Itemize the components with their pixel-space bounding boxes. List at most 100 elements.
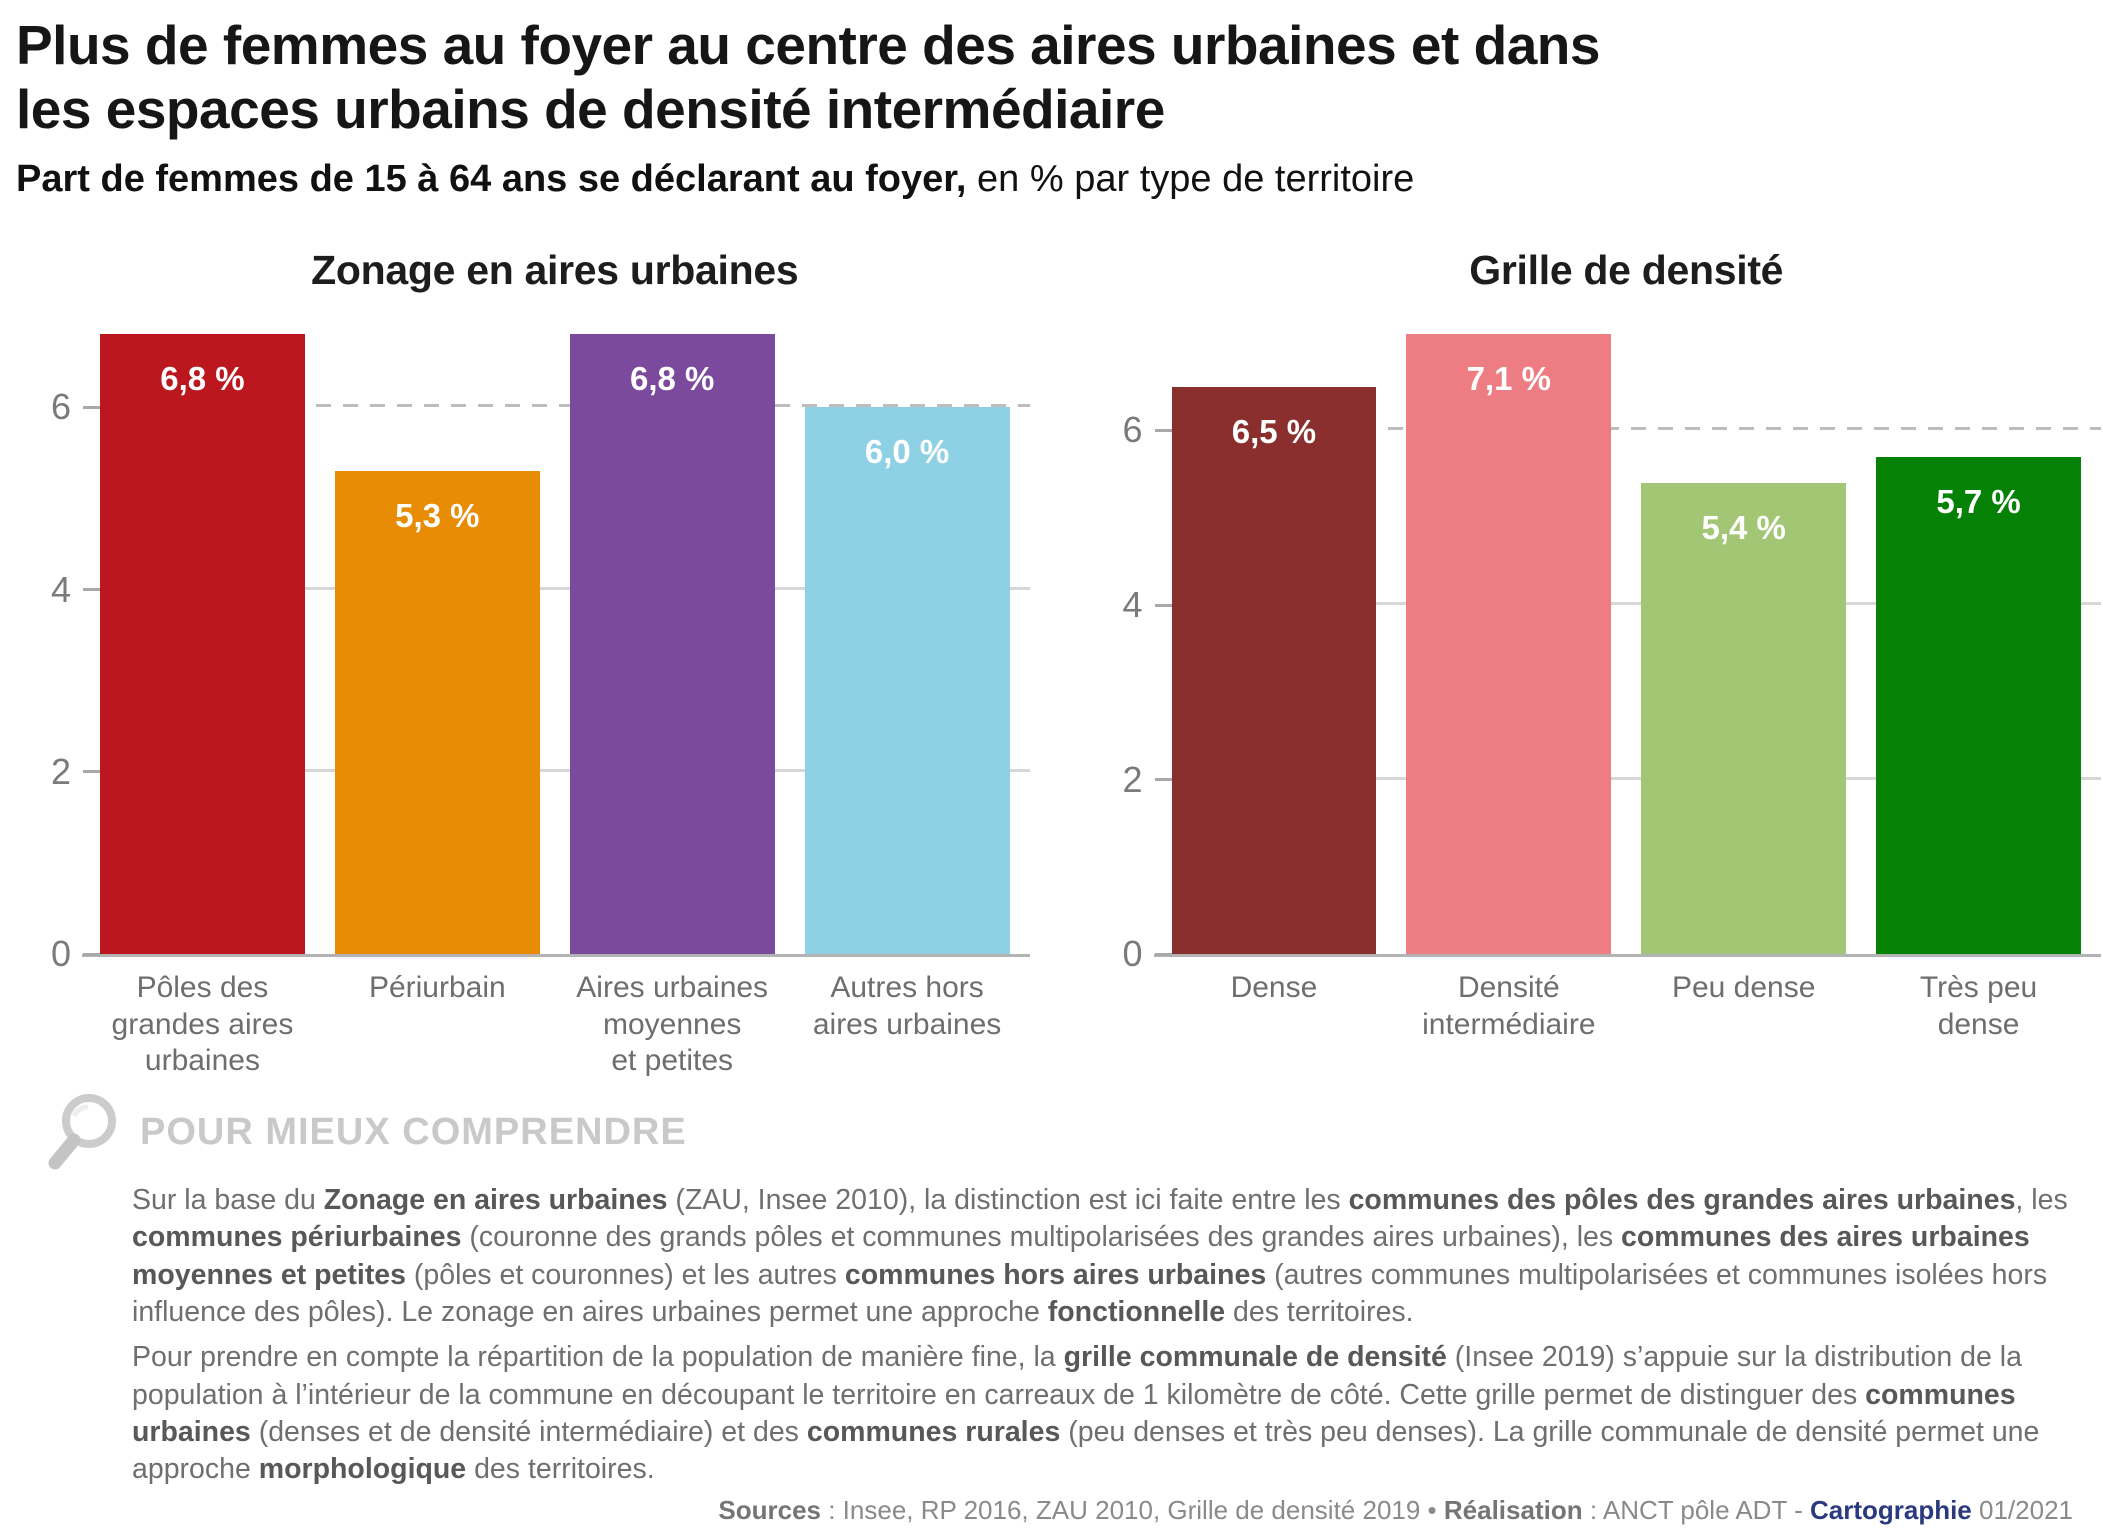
- explainer-header: POUR MIEUX COMPRENDRE: [40, 1090, 2073, 1174]
- gridline: [100, 768, 1030, 772]
- y-axis-tick-label: 0: [1122, 933, 1143, 975]
- bar: 7,1 %: [1406, 334, 1612, 955]
- explainer-section: POUR MIEUX COMPRENDRE Sur la base du Zon…: [16, 1090, 2087, 1489]
- y-axis-tick-label: 6: [1122, 409, 1143, 451]
- gridline-dashed: [1171, 427, 2101, 431]
- chart-zonage-aires-urbaines: Zonage en aires urbaines 0 2 4 6 6,8 % 5,3 % 6…: [22, 247, 1030, 1080]
- bar: 6,5 %: [1171, 386, 1377, 955]
- x-axis-label: Pôles des grandes aires urbaines: [111, 971, 294, 1078]
- bar-value-label: 5,7 %: [1936, 482, 2021, 520]
- bar: 6,8 %: [569, 334, 775, 955]
- text-segment: (couronne des grands pôles et communes m…: [461, 1221, 1622, 1254]
- gridline: [1171, 776, 2101, 780]
- text-segment: communes des aires urbaines moyennes et …: [132, 1221, 2030, 1291]
- text-segment: (Insee 2019) s’appuie sur la distributio…: [132, 1341, 2022, 1411]
- y-axis-tick-label: 4: [1122, 584, 1143, 625]
- plot-wrap: 0 2 4 6 6,5 % 7,1 % 5,4 % 5,7 %: [1094, 334, 2101, 972]
- text-segment: (denses et de densité intermédiaire) et …: [250, 1416, 807, 1449]
- tick-mark-icon: [83, 588, 100, 592]
- text-segment: Pour prendre en compte la répartition de…: [132, 1341, 1064, 1374]
- plot-area: 0 2 4 6 6,5 % 7,1 % 5,4 % 5,7 %: [1122, 334, 2101, 972]
- text-segment: communes hors aires urbaines: [844, 1258, 1267, 1291]
- x-axis-label: Peu dense: [1671, 971, 1816, 1005]
- tick-mark-icon: [83, 770, 100, 774]
- y-axis-tick: 6: [51, 389, 100, 425]
- x-axis-line: [1153, 954, 2101, 958]
- text-segment: Réalisation: [1443, 1494, 1583, 1525]
- plot-area: 0 2 4 6 6,8 % 5,3 % 6,8 % 6,0 %: [51, 334, 1030, 972]
- text-segment: Zonage en aires urbaines: [323, 1184, 668, 1217]
- bar: 6,8 %: [100, 334, 305, 955]
- bar-value-label: 5,4 %: [1701, 508, 1786, 546]
- tick-mark-icon: [1154, 778, 1172, 782]
- text-segment: fonctionnelle: [1047, 1296, 1226, 1329]
- y-axis-tick: 4: [50, 568, 100, 610]
- y-axis-tick-label: 0: [50, 933, 71, 975]
- x-axis-label: Aires urbaines moyennes et petites: [576, 971, 769, 1078]
- subtitle-bold-part: Part de femmes de 15 à 64 ans se déclara…: [16, 157, 967, 200]
- page-title: Plus de femmes au foyer au centre des ai…: [16, 14, 1601, 140]
- text-segment: (autres communes multipolarisées et comm…: [132, 1258, 2048, 1329]
- y-axis-tick-label: 4: [50, 568, 71, 610]
- text-segment: communes des pôles des grandes aires urb…: [1348, 1184, 2016, 1217]
- explainer-paragraph-densite: Pour prendre en compte la répartition de…: [132, 1339, 2073, 1488]
- x-axis-labels: Dense Densité intermédiaire Peu dense Très …: [1094, 970, 2082, 1043]
- text-segment: morphologique: [258, 1453, 467, 1486]
- chart-grille-densite: Grille de densité 0 2 4 6 6,5 % 7,1 % 5,4 % 5,7…: [1094, 247, 2101, 1080]
- y-axis-tick: 4: [1122, 584, 1172, 625]
- source-credit-line: Sources : Insee, RP 2016, ZAU 2010, Gril…: [16, 1495, 2087, 1526]
- text-segment: communes rurales: [806, 1416, 1061, 1449]
- text-segment: communes urbaines: [132, 1378, 2016, 1449]
- text-segment: : ANCT pôle ADT -: [1582, 1494, 1810, 1525]
- bar: 5,4 %: [1641, 482, 1847, 955]
- text-segment: , les: [2015, 1184, 2068, 1217]
- bar-value-label: 6,5 %: [1231, 412, 1317, 450]
- tick-mark-icon: [1154, 428, 1172, 432]
- explainer-paragraph-zonage: Sur la base du Zonage en aires urbaines …: [132, 1182, 2073, 1331]
- x-axis-label: Très peu dense: [1919, 971, 2038, 1041]
- text-segment: Sur la base du: [132, 1184, 324, 1217]
- text-segment: communes périurbaines: [132, 1221, 462, 1254]
- y-axis-tick: 6: [1122, 409, 1172, 451]
- bar-value-label: 7,1 %: [1466, 360, 1551, 398]
- x-axis-label: Autres hors aires urbaines: [812, 971, 1002, 1041]
- y-axis-tick: 0: [51, 936, 100, 972]
- y-axis-tick: 2: [1122, 758, 1172, 800]
- bar-value-label: 6,0 %: [864, 433, 950, 471]
- chart-title: Zonage en aires urbaines: [311, 247, 799, 294]
- text-segment: Cartographie: [1809, 1494, 1972, 1525]
- text-segment: (peu denses et très peu denses). La gril…: [132, 1416, 2040, 1486]
- tick-mark-icon: [83, 952, 100, 956]
- text-segment: des territoires.: [466, 1453, 655, 1486]
- tick-mark-icon: [1154, 603, 1172, 607]
- magnifier-icon: [48, 1094, 116, 1170]
- x-axis-labels: Pôles des grandes aires urbaines Périurba…: [22, 970, 1010, 1080]
- bar-value-label: 6,8 %: [160, 360, 245, 398]
- bar-value-label: 5,3 %: [395, 497, 480, 535]
- text-segment: 01/2021: [1971, 1494, 2073, 1525]
- text-segment: (ZAU, Insee 2010), la distinction est ic…: [667, 1184, 1349, 1217]
- bar: 5,7 %: [1876, 456, 2081, 955]
- explainer-heading: POUR MIEUX COMPRENDRE: [140, 1110, 687, 1153]
- bars-group: 6,8 % 5,3 % 6,8 % 6,0 %: [100, 334, 1010, 955]
- plot-wrap: 0 2 4 6 6,8 % 5,3 % 6,8 % 6,0 %: [22, 334, 1030, 972]
- x-axis-label: Dense: [1230, 971, 1318, 1005]
- bar: 5,3 %: [334, 471, 540, 955]
- gridline: [1171, 602, 2101, 605]
- text-segment: : Insee, RP 2016, ZAU 2010, Grille de de…: [821, 1494, 1444, 1525]
- tick-mark-icon: [83, 405, 100, 409]
- x-axis-label: Densité intermédiaire: [1422, 971, 1596, 1041]
- text-segment: (pôles et couronnes) et les autres: [406, 1258, 845, 1291]
- y-axis-tick-label: 6: [50, 386, 71, 428]
- bar-value-label: 6,8 %: [629, 360, 715, 398]
- y-axis-tick-label: 2: [1122, 758, 1143, 800]
- gridline-dashed: [100, 404, 1030, 408]
- gridline: [100, 586, 1030, 590]
- subtitle-regular-part: en % par type de territoire: [966, 157, 1415, 200]
- bars-group: 6,5 % 7,1 % 5,4 % 5,7 %: [1171, 334, 2081, 955]
- text-segment: grille communale de densité: [1063, 1341, 1447, 1374]
- tick-mark-icon: [1154, 952, 1172, 956]
- bar: 6,0 %: [804, 407, 1010, 955]
- y-axis-tick: 0: [1122, 933, 1172, 975]
